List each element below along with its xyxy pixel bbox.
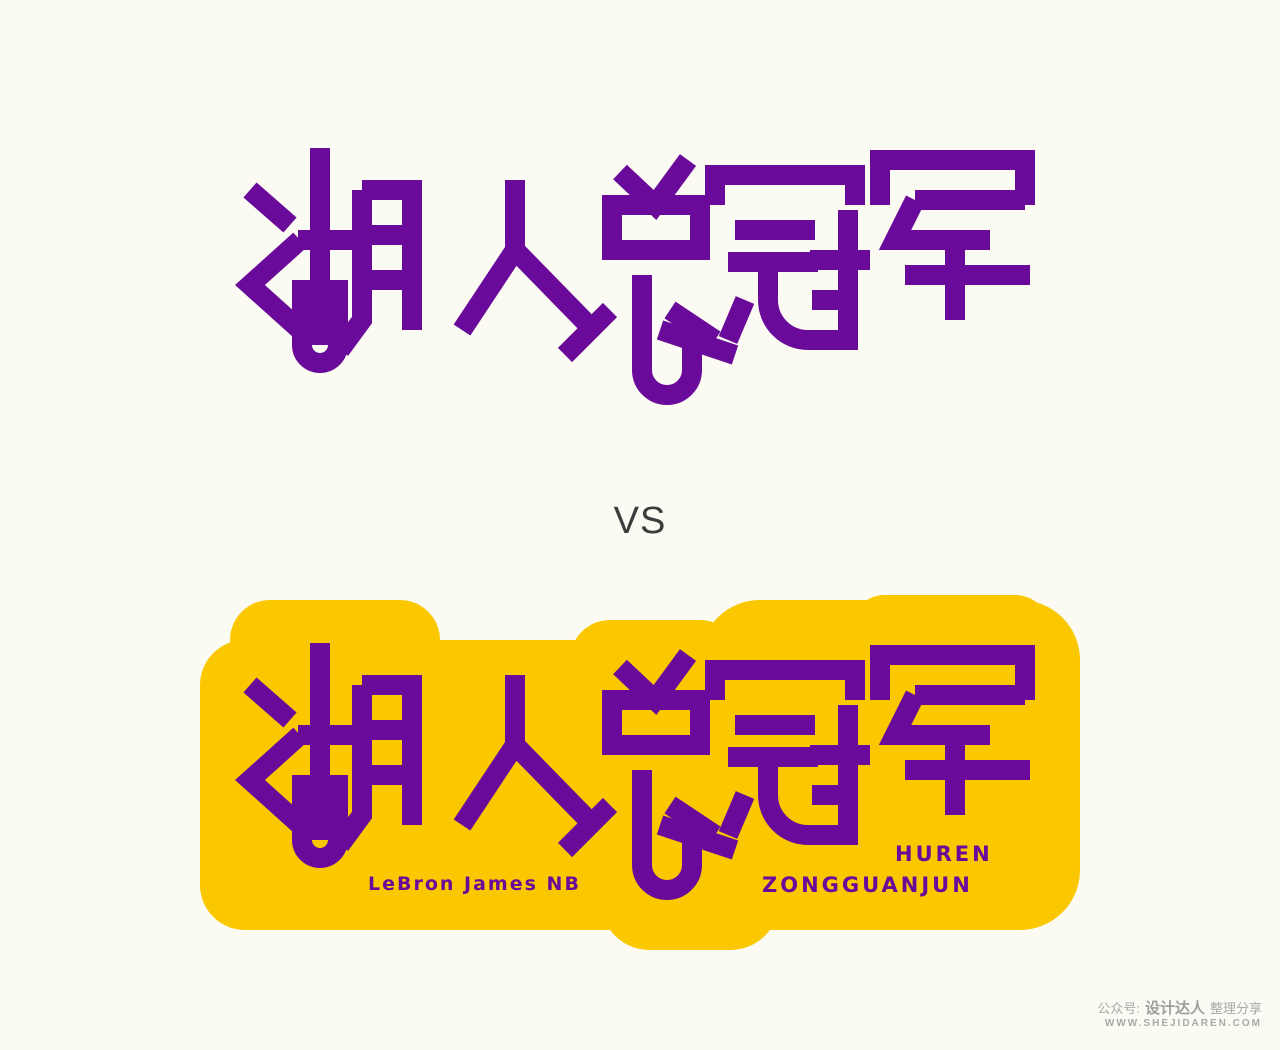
- hu-water-radical: [243, 182, 297, 233]
- watermark-suffix: 整理分享: [1209, 1001, 1262, 1016]
- hu-water-radical-2: [235, 727, 307, 833]
- watermark-line1: 公众号: 设计达人 整理分享: [1097, 1000, 1262, 1018]
- logo-badge-glyphs: [235, 643, 1035, 900]
- ren-glyph: [453, 675, 606, 837]
- subtitle-huren: HUREN: [895, 842, 993, 866]
- jun-glyph: [870, 645, 1035, 815]
- subtitle-lebron: LeBron James NB: [368, 873, 581, 895]
- watermark-brand: 设计达人: [1144, 1000, 1205, 1017]
- guan-glyph: [705, 660, 870, 845]
- hu-moon: [331, 180, 422, 356]
- logo-plain: [235, 148, 1035, 405]
- zong-glyph: [557, 649, 739, 900]
- watermark-prefix: 公众号:: [1097, 1001, 1140, 1016]
- ren-glyph: [453, 180, 606, 342]
- logo-badge: [200, 595, 1080, 950]
- hu-water-radical-2: [235, 232, 307, 338]
- hu-water-radical: [243, 677, 297, 728]
- guan-glyph: [705, 165, 870, 350]
- subtitle-zongguanjun: ZONGGUANJUN: [762, 873, 973, 897]
- zong-glyph: [557, 154, 739, 405]
- vs-separator: VS: [613, 500, 667, 542]
- hu-moon: [331, 675, 422, 851]
- watermark-url: WWW.SHEJIDAREN.COM: [1104, 1018, 1262, 1029]
- logo-plain-glyphs: [235, 148, 1035, 405]
- watermark: 公众号: 设计达人 整理分享 WWW.SHEJIDAREN.COM: [1097, 1000, 1262, 1030]
- jun-glyph: [870, 150, 1035, 320]
